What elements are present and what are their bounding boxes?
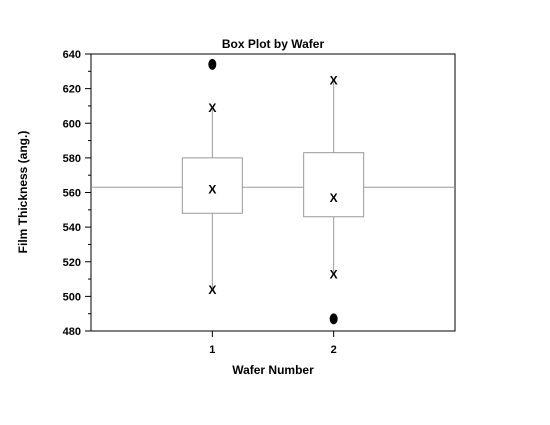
iqr-box <box>303 152 365 218</box>
median-x-marker: X <box>208 183 216 197</box>
y-tick-label: 500 <box>63 291 81 303</box>
y-axis: 480 500 520 540 560 580 600 620 640 <box>63 49 91 338</box>
x-tick-label: 2 <box>331 344 337 356</box>
lower-x-marker: X <box>208 283 216 297</box>
y-tick-label: 640 <box>63 49 81 61</box>
outlier-point <box>208 58 217 70</box>
lower-x-marker: X <box>330 267 338 281</box>
x-tick-label: 1 <box>209 344 215 356</box>
upper-x-marker: X <box>330 73 338 87</box>
y-tick-label: 580 <box>63 153 81 165</box>
box-group: X X X <box>303 73 365 325</box>
upper-x-marker: X <box>208 101 216 115</box>
y-axis-label: Film Thickness (ang.) <box>16 131 30 254</box>
plot-area-frame <box>90 53 456 332</box>
y-tick-label: 620 <box>63 84 81 96</box>
chart-title: Box Plot by Wafer <box>222 37 325 51</box>
y-tick-label: 520 <box>63 257 81 269</box>
median-x-marker: X <box>330 191 338 205</box>
x-axis-label: Wafer Number <box>232 363 314 377</box>
y-tick-label: 480 <box>63 326 81 338</box>
y-tick-label: 600 <box>63 118 81 130</box>
y-tick-label: 540 <box>63 222 81 234</box>
outlier-point <box>329 313 338 325</box>
box-group: X X X <box>181 58 243 297</box>
box-series: X X X X X X <box>181 58 365 325</box>
iqr-box <box>181 157 243 214</box>
y-tick-label: 560 <box>63 188 81 200</box>
